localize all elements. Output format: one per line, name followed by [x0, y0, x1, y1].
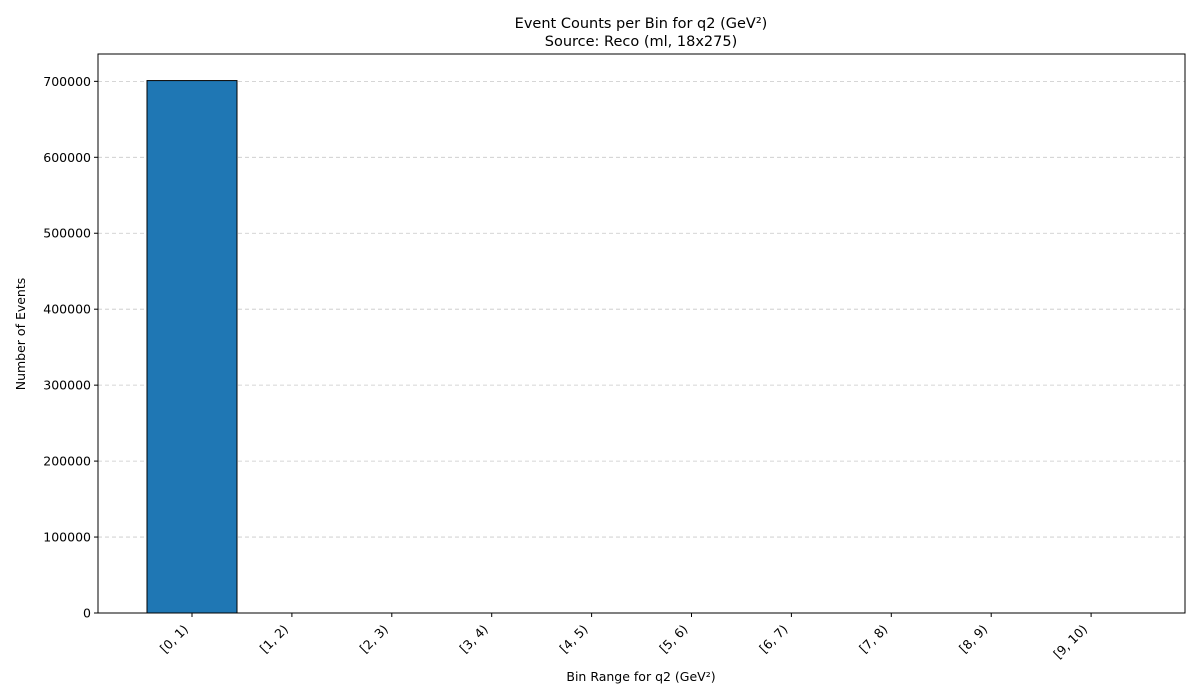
y-axis-label: Number of Events [13, 278, 28, 391]
y-tick-label: 0 [83, 606, 91, 621]
x-axis-label: Bin Range for q2 (GeV²) [566, 669, 715, 684]
y-tick-label: 500000 [43, 226, 91, 241]
chart-title: Event Counts per Bin for q2 (GeV²) [515, 16, 768, 32]
y-tick-label: 700000 [43, 74, 91, 89]
x-tick-label: [6, 7) [756, 622, 790, 656]
x-tick-label: [7, 8) [856, 622, 890, 656]
x-tick-label: [0, 1) [157, 622, 191, 656]
y-tick-label: 600000 [43, 150, 91, 165]
chart-subtitle: Source: Reco (ml, 18x275) [545, 34, 738, 50]
y-tick-label: 200000 [43, 454, 91, 469]
y-tick-label: 400000 [43, 302, 91, 317]
x-tick-label: [8, 9) [956, 622, 990, 656]
x-tick-label: [1, 2) [257, 622, 291, 656]
bars [146, 80, 238, 614]
plot-frame [97, 53, 1186, 614]
y-axis: 0 100000 200000 300000 400000 500000 600000 700… [43, 74, 98, 621]
bar [146, 80, 238, 614]
x-tick-label: [9, 10) [1050, 622, 1090, 662]
grid-lines [98, 80, 1185, 538]
y-tick-label: 300000 [43, 378, 91, 393]
x-tick-label: [3, 4) [456, 622, 490, 656]
x-tick-label: [2, 3) [357, 622, 391, 656]
y-tick-label: 100000 [43, 530, 91, 545]
x-tick-label: [4, 5) [556, 622, 590, 656]
x-axis: [0, 1) [1, 2) [2, 3) [3, 4) [4, 5) [5, 6) [6, … [157, 613, 1092, 662]
x-tick-label: [5, 6) [656, 622, 690, 656]
